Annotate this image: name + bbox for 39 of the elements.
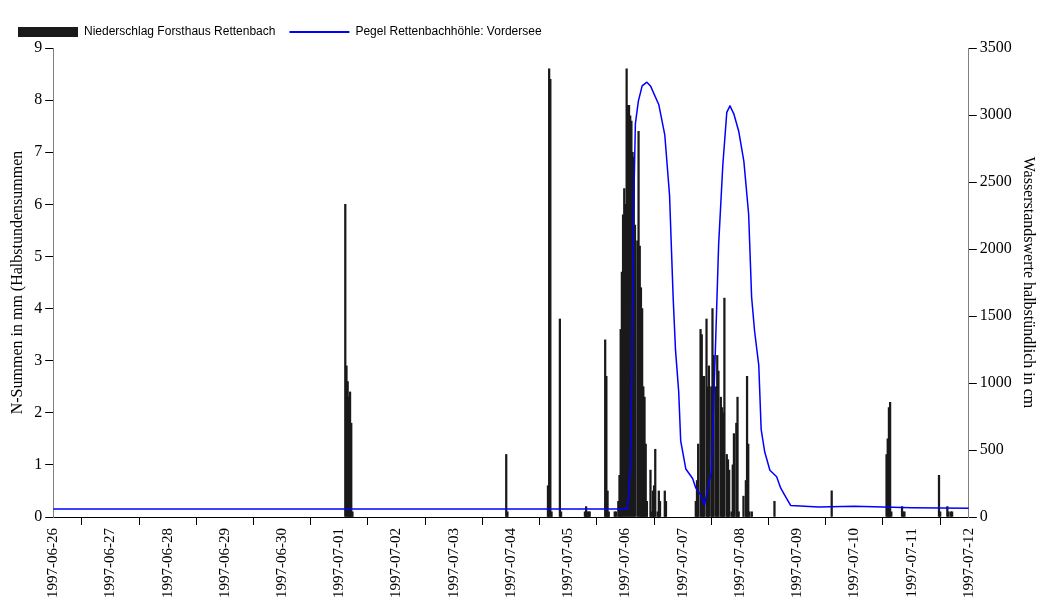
y2-tick-label: 3000 bbox=[979, 105, 1012, 123]
y-tick-label: 4 bbox=[34, 298, 43, 316]
x-tick-label: 1997-07-09 bbox=[788, 528, 805, 599]
y-tick-label: 2 bbox=[34, 402, 43, 420]
legend-label: Pegel Rettenbachhöhle: Vordersee bbox=[355, 24, 542, 39]
x-tick-label: 1997-07-10 bbox=[845, 528, 862, 599]
y2-tick-label: 3500 bbox=[979, 38, 1012, 56]
y2-tick-label: 2500 bbox=[979, 172, 1012, 190]
y-tick-label: 5 bbox=[34, 246, 43, 264]
x-tick-label: 1997-07-11 bbox=[902, 528, 919, 598]
y-tick-label: 6 bbox=[34, 194, 43, 212]
x-tick-label: 1997-07-06 bbox=[616, 527, 633, 599]
x-tick-label: 1997-07-12 bbox=[959, 528, 976, 599]
legend-label: Niederschlag Forsthaus Rettenbach bbox=[84, 24, 276, 39]
y2-tick-label: 500 bbox=[979, 440, 1004, 458]
x-tick-label: 1997-07-05 bbox=[559, 528, 576, 599]
x-tick-label: 1997-07-04 bbox=[501, 527, 518, 599]
y-tick-label: 3 bbox=[34, 350, 43, 368]
y2-axis-title: Wasserstandswerte halbstündlich in cm bbox=[1021, 156, 1039, 409]
y-tick-label: 1 bbox=[34, 455, 43, 473]
y-axis-title: N-Summen in mm (Halbstundensummen bbox=[7, 150, 26, 415]
y-tick-label: 7 bbox=[34, 142, 43, 160]
y-tick-label: 9 bbox=[34, 38, 43, 56]
x-tick-label: 1997-06-30 bbox=[273, 528, 290, 599]
x-tick-label: 1997-06-29 bbox=[215, 528, 232, 599]
x-tick-label: 1997-07-01 bbox=[330, 528, 347, 599]
x-tick-label: 1997-07-07 bbox=[673, 527, 690, 599]
y2-tick-label: 1000 bbox=[979, 373, 1012, 391]
x-tick-label: 1997-07-08 bbox=[730, 528, 747, 599]
x-tick-label: 1997-07-03 bbox=[444, 528, 461, 599]
y2-tick-label: 0 bbox=[979, 507, 988, 525]
x-tick-label: 1997-06-27 bbox=[101, 527, 118, 599]
y2-tick-label: 1500 bbox=[979, 306, 1012, 324]
x-tick-label: 1997-06-26 bbox=[44, 527, 61, 599]
x-tick-label: 1997-06-28 bbox=[158, 528, 175, 599]
y-tick-label: 0 bbox=[34, 507, 43, 525]
x-tick-label: 1997-07-02 bbox=[387, 528, 404, 599]
y2-tick-label: 2000 bbox=[979, 239, 1012, 257]
y-tick-label: 8 bbox=[34, 90, 43, 108]
